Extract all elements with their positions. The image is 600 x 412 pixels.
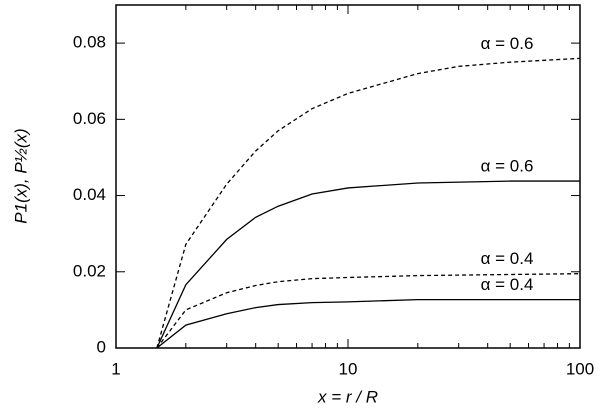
curve-label: α = 0.4: [481, 249, 534, 268]
y-tick-label: 0.04: [73, 185, 106, 204]
y-tick-label: 0.08: [73, 33, 106, 52]
curve-label: α = 0.4: [481, 275, 534, 294]
y-tick-label: 0.02: [73, 261, 106, 280]
curve: [156, 273, 581, 349]
x-axis-label: x = r / R: [317, 387, 378, 406]
curve: [156, 180, 580, 349]
curve: [156, 298, 580, 349]
y-tick-label: 0.06: [73, 109, 106, 128]
x-tick-label: 10: [339, 359, 358, 378]
curve-label: α = 0.6: [481, 157, 534, 176]
x-tick-label: 1: [111, 359, 120, 378]
curve: [156, 57, 581, 349]
y-axis-label: P1(x), P½(x): [11, 128, 30, 223]
x-tick-label: 100: [566, 359, 594, 378]
curve-label: α = 0.6: [481, 34, 534, 53]
y-tick-label: 0: [97, 337, 106, 356]
plot-frame: [115, 4, 581, 349]
